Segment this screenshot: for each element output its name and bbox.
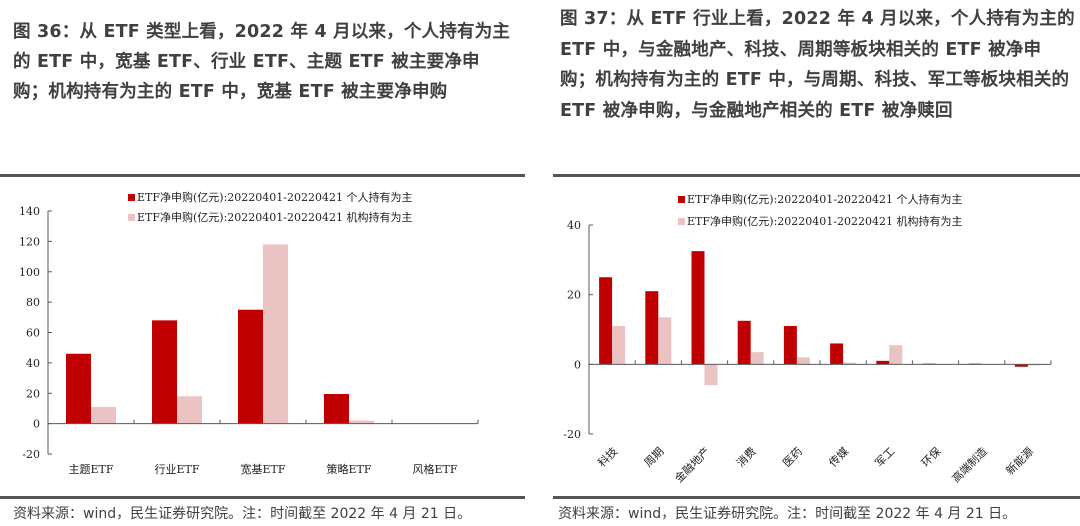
x-category-label: 高端制造 — [949, 444, 990, 485]
legend-label: ETF净申购(亿元):20220401-20220421 机构持有为主 — [137, 210, 412, 224]
legend-swatch — [678, 218, 685, 225]
bar-group-传媒 — [830, 343, 857, 365]
bar-group-主题ETF — [66, 353, 116, 424]
bar-institutional — [91, 406, 116, 424]
legend-item-individual: ETF净申购(亿元):20220401-20220421 个人持有为主 — [128, 190, 412, 204]
y-tick-label: 80 — [26, 296, 40, 309]
figure-36-bottom-rule — [0, 496, 525, 499]
bar-individual — [737, 320, 751, 365]
bar-individual — [876, 360, 890, 365]
y-tick-label: 60 — [26, 327, 40, 340]
y-tick-label: 140 — [19, 205, 40, 218]
x-category-label: 环保 — [918, 444, 943, 469]
figure-37-source-note: 资料来源：wind，民生证券研究院。注：时间截至 2022 年 4 月 21 日… — [558, 506, 1017, 522]
legend-item-institutional: ETF净申购(亿元):20220401-20220421 机构持有为主 — [678, 214, 962, 228]
figure-36-title: 图 36：从 ETF 类型上看，2022 年 4 月以来，个人持有为主的 ETF… — [13, 22, 511, 102]
legend-swatch — [678, 196, 685, 203]
bar-group-策略ETF — [324, 394, 374, 424]
x-category-label: 周期 — [642, 445, 667, 470]
x-category-label: 主题ETF — [69, 463, 114, 476]
y-tick-label: 20 — [567, 289, 581, 302]
legend-swatch — [128, 194, 135, 201]
legend-label: ETF净申购(亿元):20220401-20220421 个人持有为主 — [137, 190, 412, 204]
figure-36-source-note: 资料来源：wind，民生证券研究院。注：时间截至 2022 年 4 月 21 日… — [13, 506, 472, 522]
y-tick-label: 0 — [33, 418, 40, 431]
x-category-label: 风格ETF — [413, 462, 458, 476]
y-tick-label: 20 — [26, 387, 40, 400]
y-tick-label: -20 — [563, 428, 581, 441]
bar-individual — [66, 353, 91, 424]
bar-group-金融地产 — [691, 251, 718, 386]
y-tick-label: 40 — [26, 357, 40, 370]
x-category-label: 金融地产 — [672, 444, 713, 485]
bar-individual — [1014, 364, 1028, 367]
legend-label: ETF净申购(亿元):20220401-20220421 机构持有为主 — [687, 214, 962, 228]
bar-individual — [152, 320, 177, 424]
y-tick-label: 120 — [19, 235, 40, 248]
figure-37-bar-chart: ETF净申购(亿元):20220401-20220421 个人持有为主 ETF净申… — [563, 192, 1052, 485]
x-category-label: 新能源 — [1003, 444, 1036, 477]
bar-individual — [238, 309, 263, 424]
bar-individual — [830, 343, 844, 365]
figure-36-top-rule — [0, 174, 525, 177]
bar-institutional — [612, 326, 626, 365]
bar-group-行业ETF — [152, 320, 202, 424]
legend-item-institutional: ETF净申购(亿元):20220401-20220421 机构持有为主 — [128, 210, 412, 224]
bar-individual — [324, 394, 349, 424]
bar-group-军工 — [876, 345, 903, 365]
bar-institutional — [796, 357, 810, 365]
bar-institutional — [889, 345, 903, 365]
legend-item-individual: ETF净申购(亿元):20220401-20220421 个人持有为主 — [678, 192, 962, 206]
bar-institutional — [263, 244, 288, 424]
bar-institutional — [177, 396, 202, 424]
bar-group-新能源 — [1014, 364, 1041, 367]
y-tick-label: 40 — [567, 219, 581, 232]
x-category-label: 行业ETF — [155, 463, 200, 476]
legend-swatch — [128, 214, 135, 221]
x-category-label: 消费 — [733, 444, 758, 469]
y-tick-label: 100 — [19, 266, 40, 279]
bar-institutional — [658, 317, 672, 365]
bar-institutional — [349, 420, 374, 424]
bar-group-宽基ETF — [238, 244, 288, 424]
x-category-label: 军工 — [873, 445, 898, 470]
bar-institutional — [1027, 364, 1041, 366]
figure-37-title: 图 37：从 ETF 行业上看，2022 年 4 月以来，个人持有为主的 ETF… — [560, 9, 1075, 121]
bar-group-科技 — [599, 277, 626, 365]
bar-individual — [645, 291, 659, 365]
bar-institutional — [750, 352, 764, 365]
bar-group-医药 — [783, 326, 810, 365]
bar-group-周期 — [645, 291, 672, 365]
x-category-label: 传媒 — [826, 445, 851, 470]
x-category-label: 策略ETF — [327, 462, 372, 476]
x-category-label: 医药 — [780, 445, 805, 470]
figure-36-bar-chart: ETF净申购(亿元):20220401-20220421 个人持有为主 ETF净申… — [19, 190, 479, 476]
y-tick-label: -20 — [22, 448, 40, 461]
x-category-label: 科技 — [595, 444, 620, 469]
figure-37-top-rule — [553, 174, 1080, 177]
y-tick-label: 0 — [574, 358, 581, 371]
bar-individual — [599, 277, 613, 365]
bar-institutional — [704, 364, 718, 386]
bar-institutional — [843, 362, 857, 365]
figure-37-bottom-rule — [553, 496, 1080, 499]
bar-individual — [691, 251, 705, 365]
x-category-label: 宽基ETF — [241, 462, 286, 476]
bar-individual — [783, 326, 797, 365]
legend-label: ETF净申购(亿元):20220401-20220421 个人持有为主 — [687, 192, 962, 206]
bar-group-消费 — [737, 320, 764, 365]
